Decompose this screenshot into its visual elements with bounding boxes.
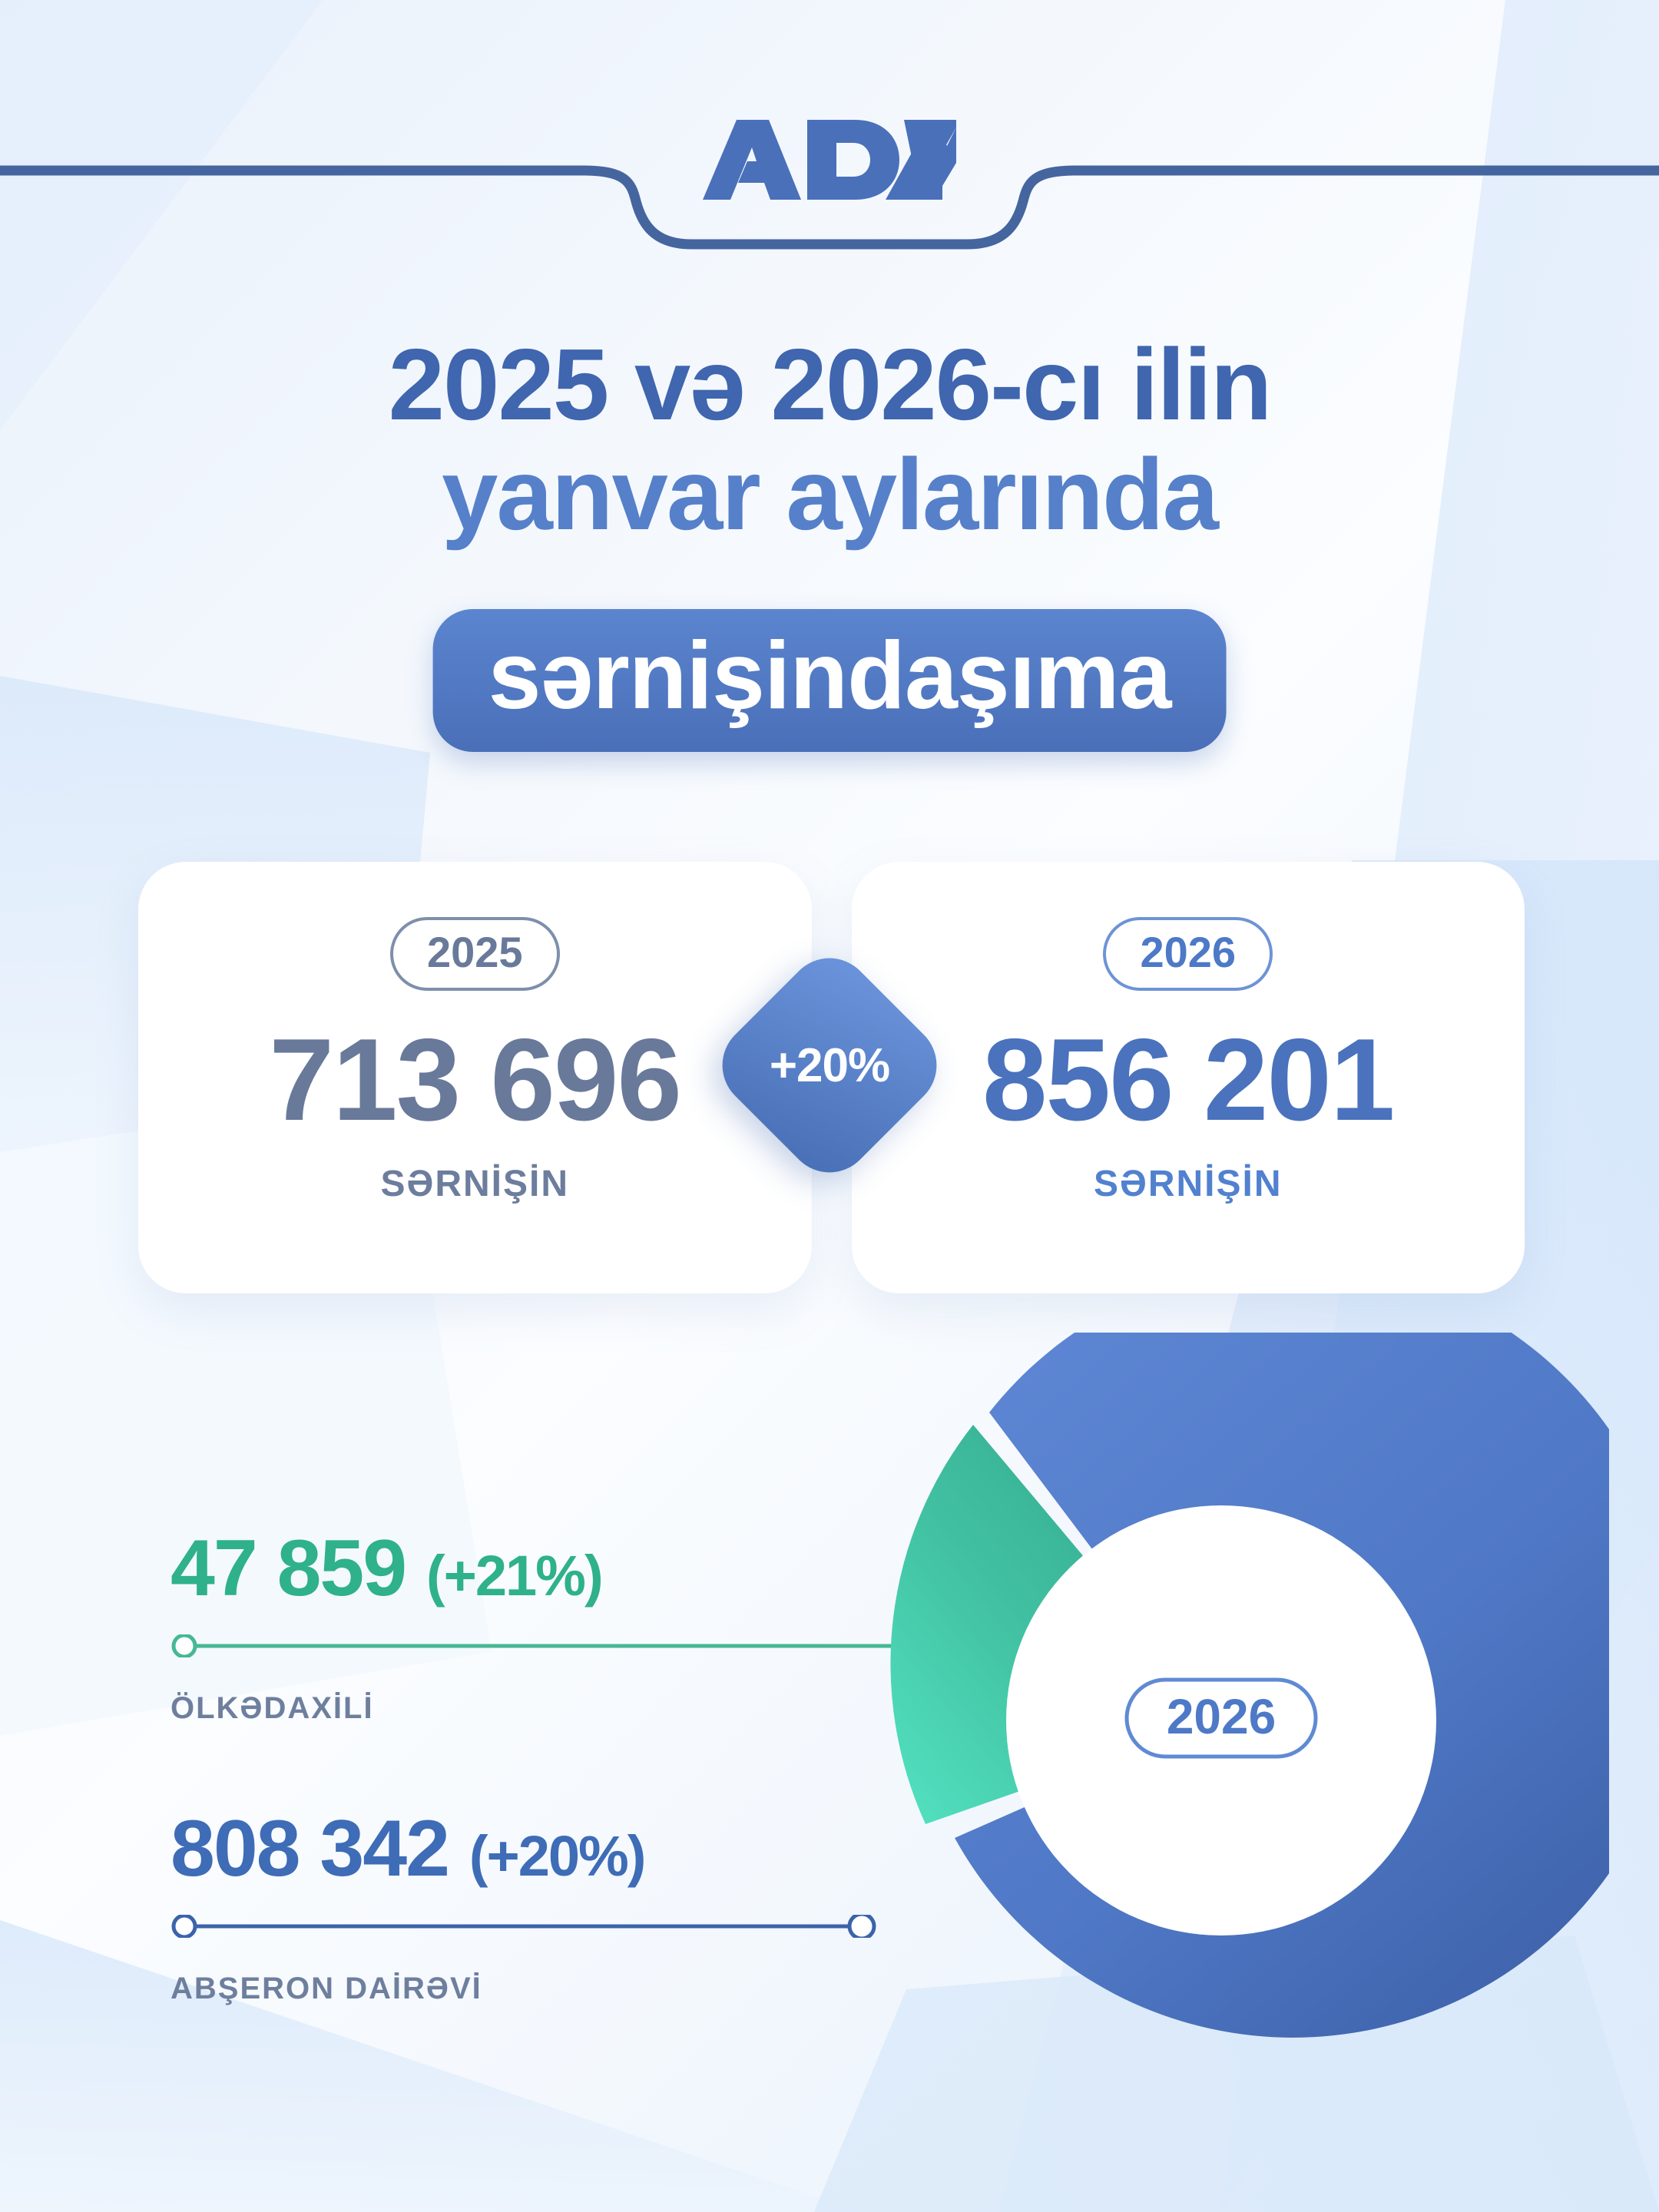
stat-card-2026: 2026 856 201 SƏRNİŞİN [851, 862, 1525, 1293]
legend-number-abseron: 808 342 [171, 1804, 450, 1893]
ady-logo [0, 114, 1659, 206]
passenger-count-2025: 713 696 [269, 1015, 682, 1145]
passenger-count-2026: 856 201 [982, 1015, 1395, 1145]
legend-number-olkedaxili: 47 859 [171, 1524, 407, 1613]
title-line-2: yanvar aylarında [442, 437, 1219, 551]
donut-center-label: 2026 [1167, 1689, 1276, 1744]
legend-percent-abseron: (+20%) [469, 1824, 647, 1888]
legend-item-abseron: 808 342 (+20%) ABŞERON DAİRƏVİ [171, 1809, 877, 2006]
passenger-label-2026: SƏRNİŞİN [1093, 1164, 1283, 1204]
header-divider [0, 165, 1659, 250]
legend-value-abseron: 808 342 (+20%) [171, 1809, 877, 1889]
passenger-label-2025: SƏRNİŞİN [380, 1164, 570, 1204]
title-line-1: 2025 və 2026-cı ilin [388, 328, 1273, 441]
page-title: 2025 və 2026-cı ilin yanvar aylarında [0, 328, 1659, 551]
stats-cards-row: 2025 713 696 SƏRNİŞİN 2026 856 201 SƏRNİ… [138, 862, 1525, 1293]
legend-percent-olkedaxili: (+21%) [426, 1544, 604, 1608]
legend-label-abseron: ABŞERON DAİRƏVİ [171, 1972, 482, 2005]
title-highlight-pill: sərnişindaşıma [432, 609, 1227, 753]
year-badge-2026: 2026 [1103, 917, 1273, 991]
donut-center-badge [1124, 1677, 1318, 1759]
ady-logo-mark [703, 120, 956, 200]
legend-value-olkedaxili: 47 859 (+21%) [171, 1528, 962, 1608]
donut-chart: 2026 [890, 1333, 1609, 2038]
donut-hole [1006, 1505, 1436, 1936]
stat-card-2025: 2025 713 696 SƏRNİŞİN [138, 862, 812, 1293]
growth-badge-label: +20% [769, 1038, 890, 1092]
legend-label-olkedaxili: ÖLKƏDAXİLİ [171, 1691, 374, 1725]
year-badge-2025: 2025 [389, 917, 560, 991]
legend-connector-abseron [171, 1912, 877, 1941]
growth-badge-diamond: +20% [704, 940, 955, 1190]
legend-item-olkedaxili: 47 859 (+21%) ÖLKƏDAXİLİ [171, 1528, 962, 1726]
